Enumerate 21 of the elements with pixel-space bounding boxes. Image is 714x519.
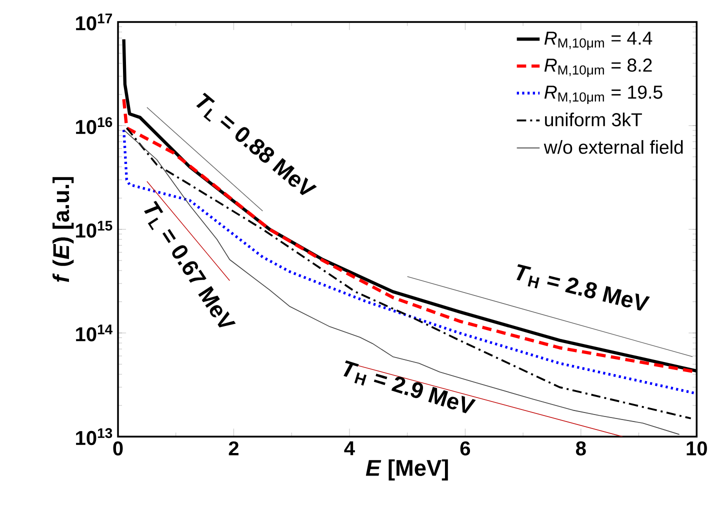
y-tick-label: 10$^{14}$ xyxy=(76,324,113,342)
legend-label: R$_{M,10μm}$ = 8.2 xyxy=(544,58,652,77)
y-axis-title: f (E) [a.u.] xyxy=(52,176,74,282)
annotation: T$_{H}$ = 2.8 MeV xyxy=(516,264,650,311)
legend-label: uniform 3kT xyxy=(545,112,642,126)
legend-label: R$_{M,10μm}$ = 4.4 xyxy=(544,32,652,50)
x-tick-label: 8 xyxy=(576,441,586,456)
x-tick-label: 2 xyxy=(228,441,238,456)
y-tick-label: 10$^{17}$ xyxy=(76,13,112,30)
x-tick-label: 4 xyxy=(344,441,355,455)
annotation: T$_{H}$ = 2.9 MeV xyxy=(344,360,476,414)
y-tick-label: 10$^{15}$ xyxy=(76,220,112,238)
x-tick-label: 10 xyxy=(686,441,707,456)
x-tick-label: 0 xyxy=(113,441,123,456)
legend-label: R$_{M,10μm}$ = 19.5 xyxy=(544,85,662,104)
y-tick-label: 10$^{16}$ xyxy=(76,117,112,134)
y-tick-label: 10$^{13}$ xyxy=(76,428,112,445)
legend-label: w/o external field xyxy=(544,140,683,154)
x-tick-label: 6 xyxy=(460,441,470,456)
x-axis-title: E [MeV] xyxy=(366,459,448,480)
annotation: T$_{L}$ = 0.88 MeV xyxy=(196,92,317,195)
